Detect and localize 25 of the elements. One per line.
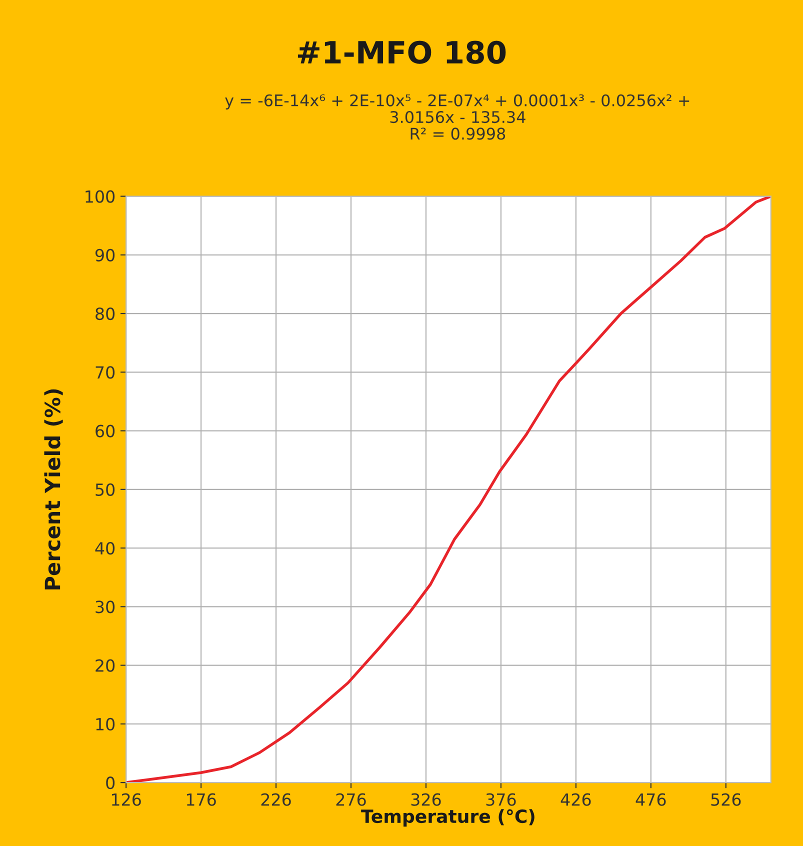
y-tick-label: 10 <box>96 718 115 730</box>
x-tick-label: 476 <box>636 793 666 806</box>
x-tick-label: 376 <box>486 793 516 806</box>
chart-subtitle: y = -6E-14x⁶ + 2E-10x⁵ - 2E-07x⁴ + 0.0001x³ - 0.0256x² + 3.0156x - 135.34 R² = 0.9998 <box>225 94 690 140</box>
x-tick-label: 226 <box>261 793 291 806</box>
y-tick-label: 0 <box>106 776 115 790</box>
x-tick-label: 176 <box>186 793 216 806</box>
y-tick-label: 40 <box>95 542 115 555</box>
x-tick-label: 426 <box>560 793 591 806</box>
y-tick-label: 50 <box>96 483 115 496</box>
y-tick-label: 80 <box>96 307 115 320</box>
y-tick-label: 30 <box>96 600 115 614</box>
y-tick-label: 60 <box>96 424 115 438</box>
y-tick-label: 100 <box>86 190 115 203</box>
y-tick-label: 20 <box>96 659 115 672</box>
chart-title: #1-MFO 180 <box>298 40 506 64</box>
x-tick-label: 276 <box>336 793 366 806</box>
y-axis-title: Percent Yield (%) <box>44 389 63 590</box>
x-tick-label: 326 <box>411 793 441 806</box>
line-series <box>126 196 771 783</box>
x-tick-label: 126 <box>112 793 141 806</box>
x-tick-label: 526 <box>711 793 741 806</box>
y-tick-label: 90 <box>95 248 115 262</box>
y-tick-label: 70 <box>96 366 115 379</box>
x-axis-title: Temperature (°C) <box>361 809 534 827</box>
